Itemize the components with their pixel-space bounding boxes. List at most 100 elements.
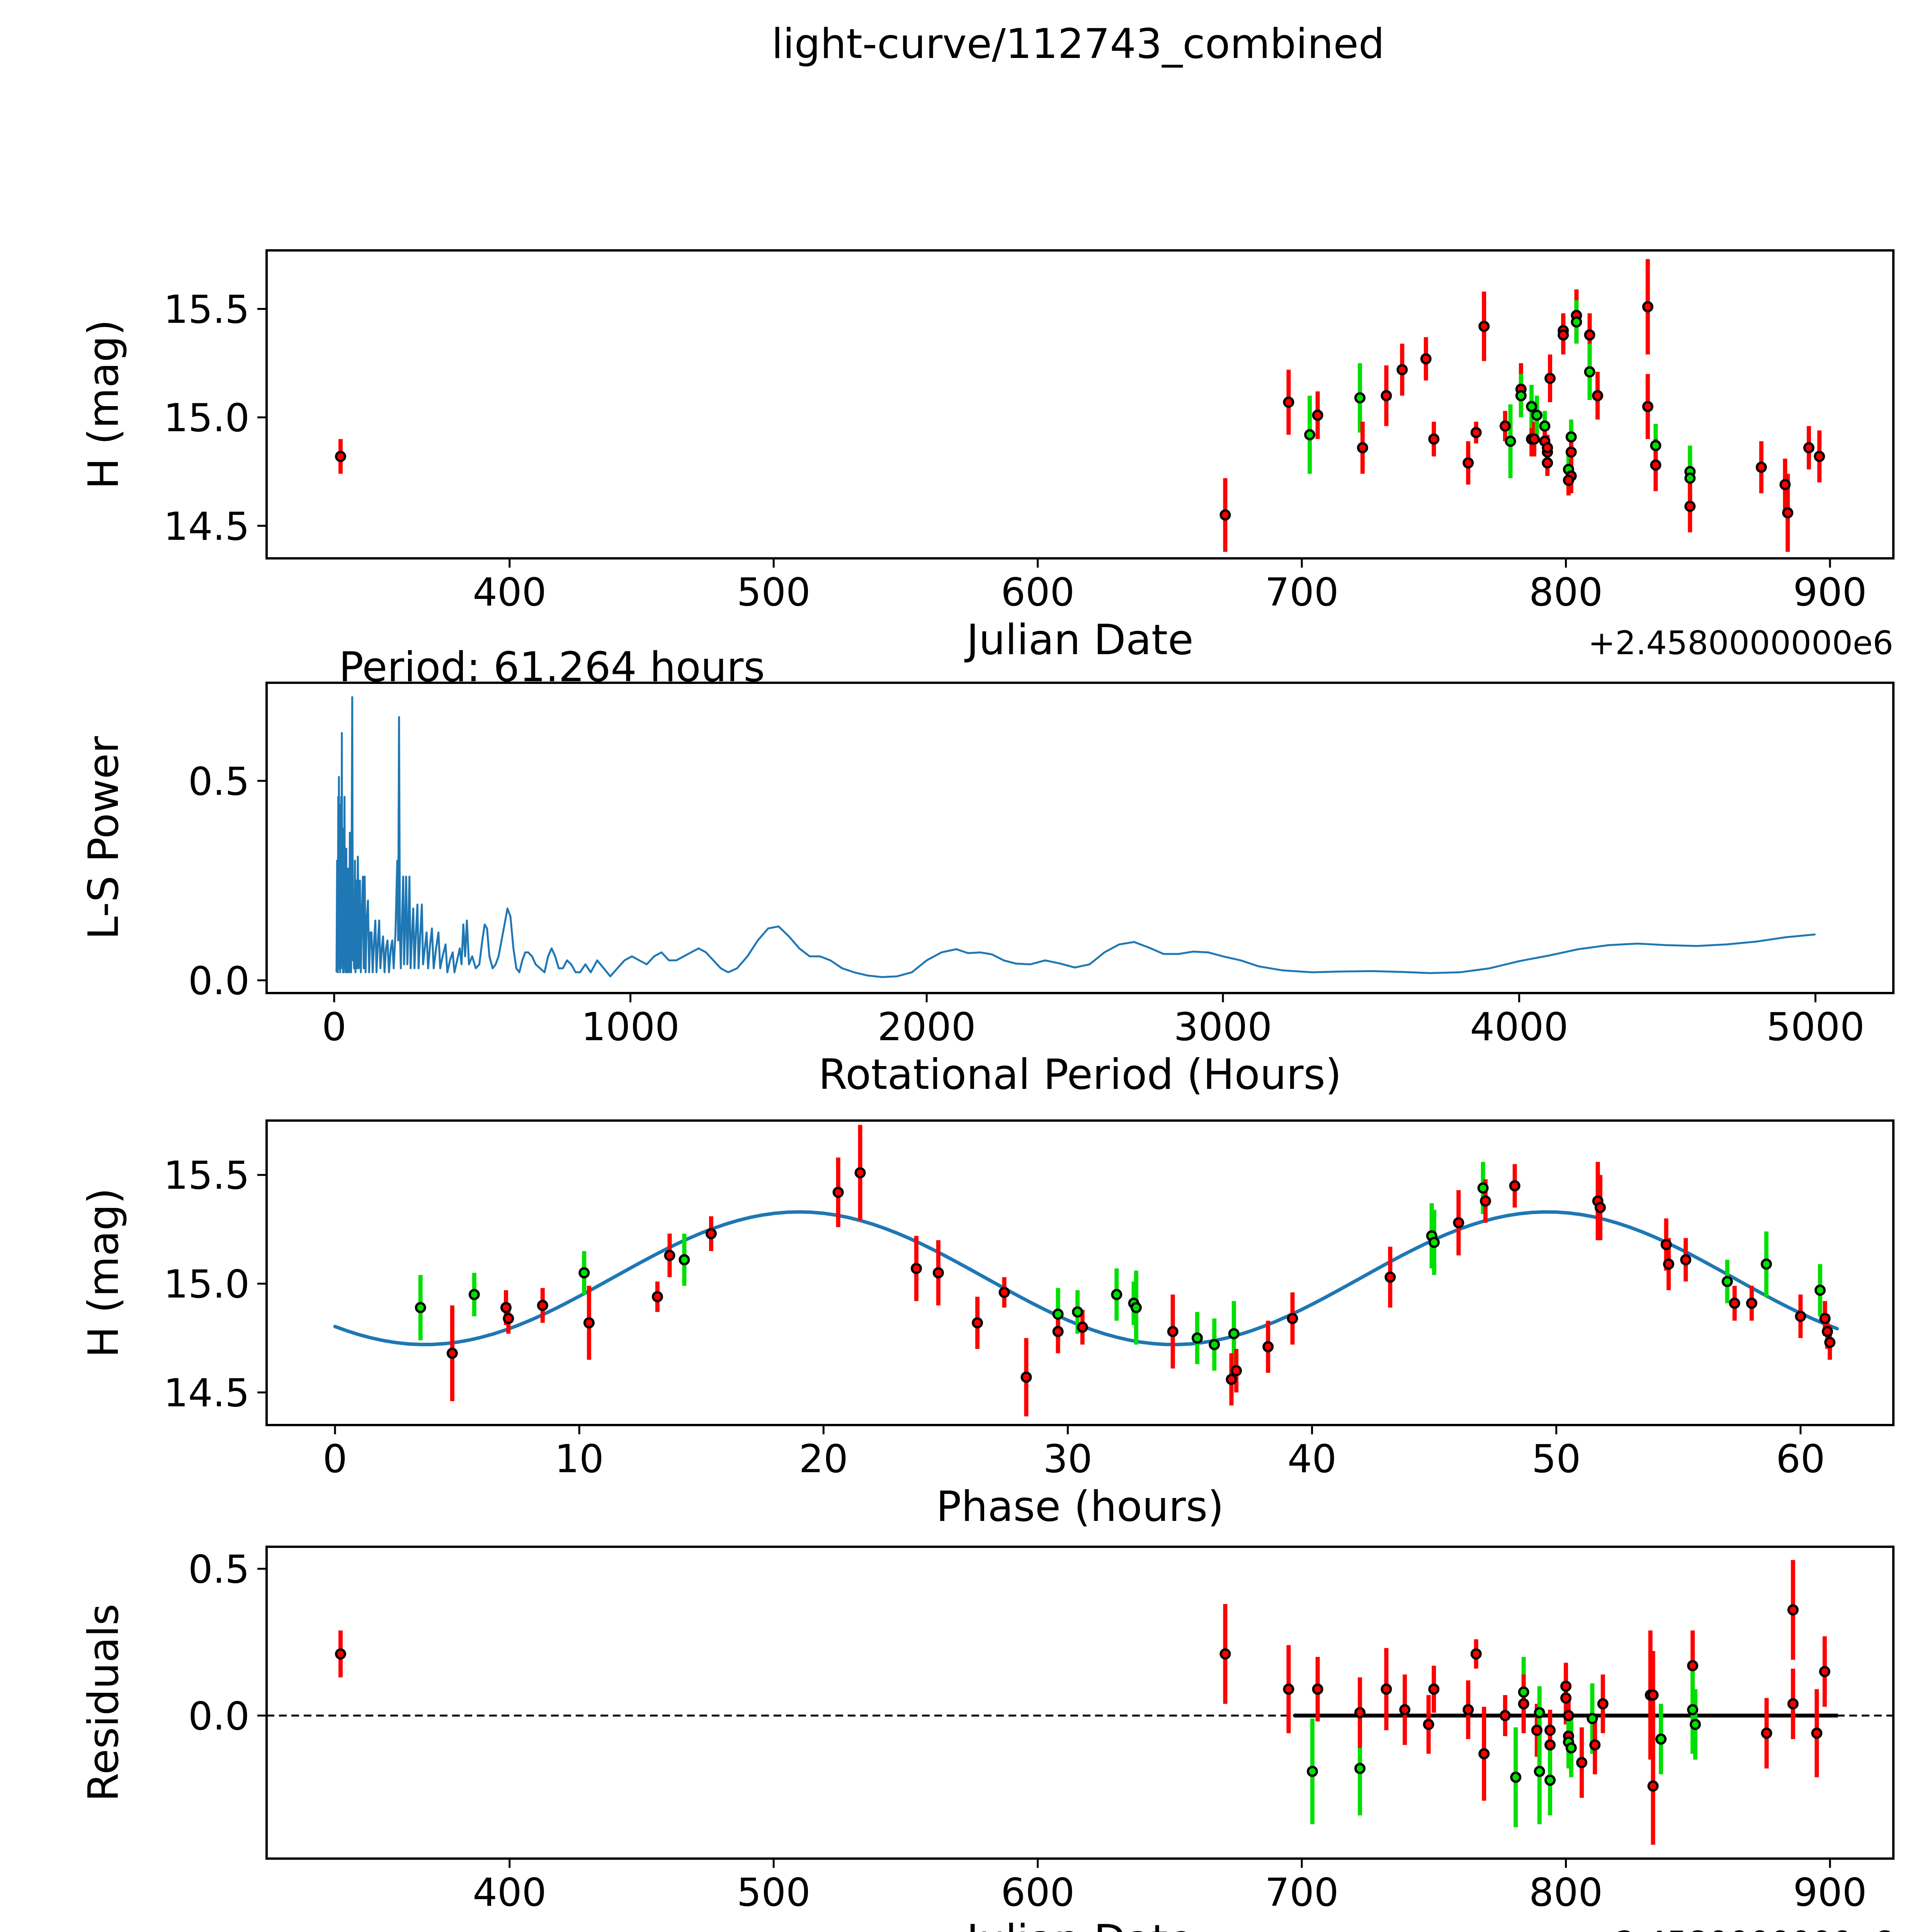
y-tick-label: 0.0 bbox=[188, 1694, 250, 1739]
data-point-marker bbox=[1428, 433, 1440, 445]
data-point-marker bbox=[1499, 1710, 1511, 1721]
data-point-marker bbox=[1526, 401, 1537, 412]
data-point-marker bbox=[1660, 1239, 1672, 1250]
x-tick-label: 3000 bbox=[1174, 1004, 1272, 1049]
data-point-marker bbox=[1470, 1648, 1482, 1660]
data-point-marker bbox=[1534, 1765, 1545, 1777]
x-tick-label: 50 bbox=[1532, 1436, 1581, 1481]
data-point-marker bbox=[1761, 1728, 1772, 1739]
data-point-marker bbox=[1072, 1306, 1083, 1318]
data-point-marker bbox=[1755, 461, 1767, 473]
x-tick-label: 30 bbox=[1043, 1436, 1092, 1481]
data-point-marker bbox=[1571, 316, 1582, 328]
data-point-marker bbox=[1819, 1313, 1831, 1324]
x-tick-label: 900 bbox=[1793, 570, 1867, 615]
data-point-marker bbox=[932, 1267, 944, 1279]
data-point-marker bbox=[1746, 1298, 1757, 1309]
x-tick-label: 700 bbox=[1265, 1870, 1339, 1915]
data-point-marker bbox=[1052, 1326, 1064, 1337]
data-point-marker bbox=[1480, 1195, 1491, 1207]
data-point-marker bbox=[1077, 1321, 1088, 1333]
data-point-marker bbox=[1399, 1704, 1411, 1716]
x-tick-label: 0 bbox=[323, 1436, 347, 1481]
data-point-marker bbox=[578, 1267, 590, 1279]
data-point-marker bbox=[1642, 301, 1653, 313]
data-point-marker bbox=[1787, 1698, 1799, 1710]
data-point-marker bbox=[679, 1254, 690, 1265]
data-point-marker bbox=[1531, 1725, 1543, 1736]
data-point-marker bbox=[1544, 1774, 1556, 1786]
y-tick-label: 15.5 bbox=[163, 1153, 250, 1198]
y-axis-label: H (mag) bbox=[80, 320, 128, 490]
data-point-marker bbox=[1819, 1666, 1830, 1677]
x-tick-label: 4000 bbox=[1470, 1004, 1568, 1049]
data-point-marker bbox=[1563, 1710, 1574, 1721]
data-point-marker bbox=[1381, 1684, 1392, 1695]
data-point-marker bbox=[1650, 440, 1662, 451]
x-tick-label: 0 bbox=[322, 1004, 347, 1049]
data-point-marker bbox=[1782, 507, 1794, 519]
data-point-marker bbox=[1428, 1684, 1440, 1695]
data-point-marker bbox=[1779, 479, 1791, 490]
data-point-marker bbox=[1687, 1704, 1699, 1716]
x-tick-label: 600 bbox=[1001, 1870, 1075, 1915]
data-point-marker bbox=[1592, 390, 1604, 401]
data-point-marker bbox=[1167, 1326, 1179, 1337]
x-tick-label: 600 bbox=[1001, 570, 1075, 615]
y-tick-label: 15.0 bbox=[163, 395, 250, 440]
data-point-marker bbox=[1587, 1713, 1598, 1725]
x-tick-label: 900 bbox=[1793, 1870, 1867, 1915]
data-point-marker bbox=[1515, 390, 1527, 401]
data-point-marker bbox=[500, 1302, 512, 1313]
x-tick-label: 500 bbox=[737, 570, 811, 615]
data-point-marker bbox=[1647, 1689, 1659, 1701]
y-tick-label: 14.5 bbox=[163, 1371, 250, 1416]
data-point-marker bbox=[1560, 1680, 1572, 1692]
data-point-marker bbox=[537, 1299, 548, 1311]
data-point-marker bbox=[1453, 1217, 1464, 1229]
data-point-marker bbox=[1499, 420, 1511, 432]
x-tick-label: 400 bbox=[473, 1870, 546, 1915]
data-point-marker bbox=[1130, 1302, 1142, 1313]
data-point-marker bbox=[1663, 1258, 1674, 1270]
data-point-marker bbox=[1477, 1182, 1489, 1194]
data-point-marker bbox=[1228, 1328, 1240, 1340]
x-tick-label: 1000 bbox=[581, 1004, 680, 1049]
subplot-light-curve-vs-jd: 400 500 600 700 800 900 14.5 15.0 15.5 Julian Dat… bbox=[80, 249, 1895, 664]
data-point-marker bbox=[1478, 320, 1490, 332]
data-point-marker bbox=[998, 1287, 1010, 1298]
data-point-marker bbox=[1584, 366, 1595, 378]
y-tick-label: 14.5 bbox=[163, 504, 250, 549]
data-point-marker bbox=[1306, 1765, 1318, 1777]
data-point-marker bbox=[1470, 427, 1482, 438]
x-axis-label: Julian Date bbox=[964, 1916, 1193, 1932]
data-point-marker bbox=[1803, 442, 1815, 454]
data-point-marker bbox=[1597, 1698, 1609, 1710]
data-point-marker bbox=[1642, 401, 1653, 412]
axis-offset-text: +2.4580000000e6 bbox=[1588, 624, 1893, 662]
data-point-marker bbox=[1760, 1258, 1772, 1270]
data-point-marker bbox=[1384, 1271, 1396, 1283]
data-point-marker bbox=[1191, 1332, 1203, 1344]
data-point-marker bbox=[1020, 1371, 1032, 1383]
data-point-marker bbox=[1721, 1276, 1733, 1287]
y-tick-label: 15.0 bbox=[163, 1262, 250, 1307]
data-point-marker bbox=[664, 1250, 675, 1261]
x-tick-label: 5000 bbox=[1766, 1004, 1865, 1049]
data-point-marker bbox=[1529, 433, 1540, 445]
data-point-marker bbox=[1560, 1692, 1572, 1704]
x-tick-label: 60 bbox=[1776, 1436, 1825, 1481]
data-point-marker bbox=[1518, 1698, 1529, 1710]
data-point-marker bbox=[1589, 1739, 1601, 1751]
data-point-marker bbox=[1429, 1236, 1440, 1248]
data-point-marker bbox=[335, 1648, 346, 1660]
data-point-marker bbox=[854, 1167, 866, 1179]
data-point-marker bbox=[1312, 1684, 1323, 1695]
x-tick-label: 800 bbox=[1529, 570, 1603, 615]
x-tick-label: 2000 bbox=[878, 1004, 976, 1049]
y-tick-label: 0.5 bbox=[188, 759, 250, 804]
data-point-marker bbox=[1684, 500, 1696, 512]
data-point-marker bbox=[1558, 329, 1569, 341]
data-point-marker bbox=[583, 1317, 595, 1328]
x-tick-label: 20 bbox=[799, 1436, 848, 1481]
